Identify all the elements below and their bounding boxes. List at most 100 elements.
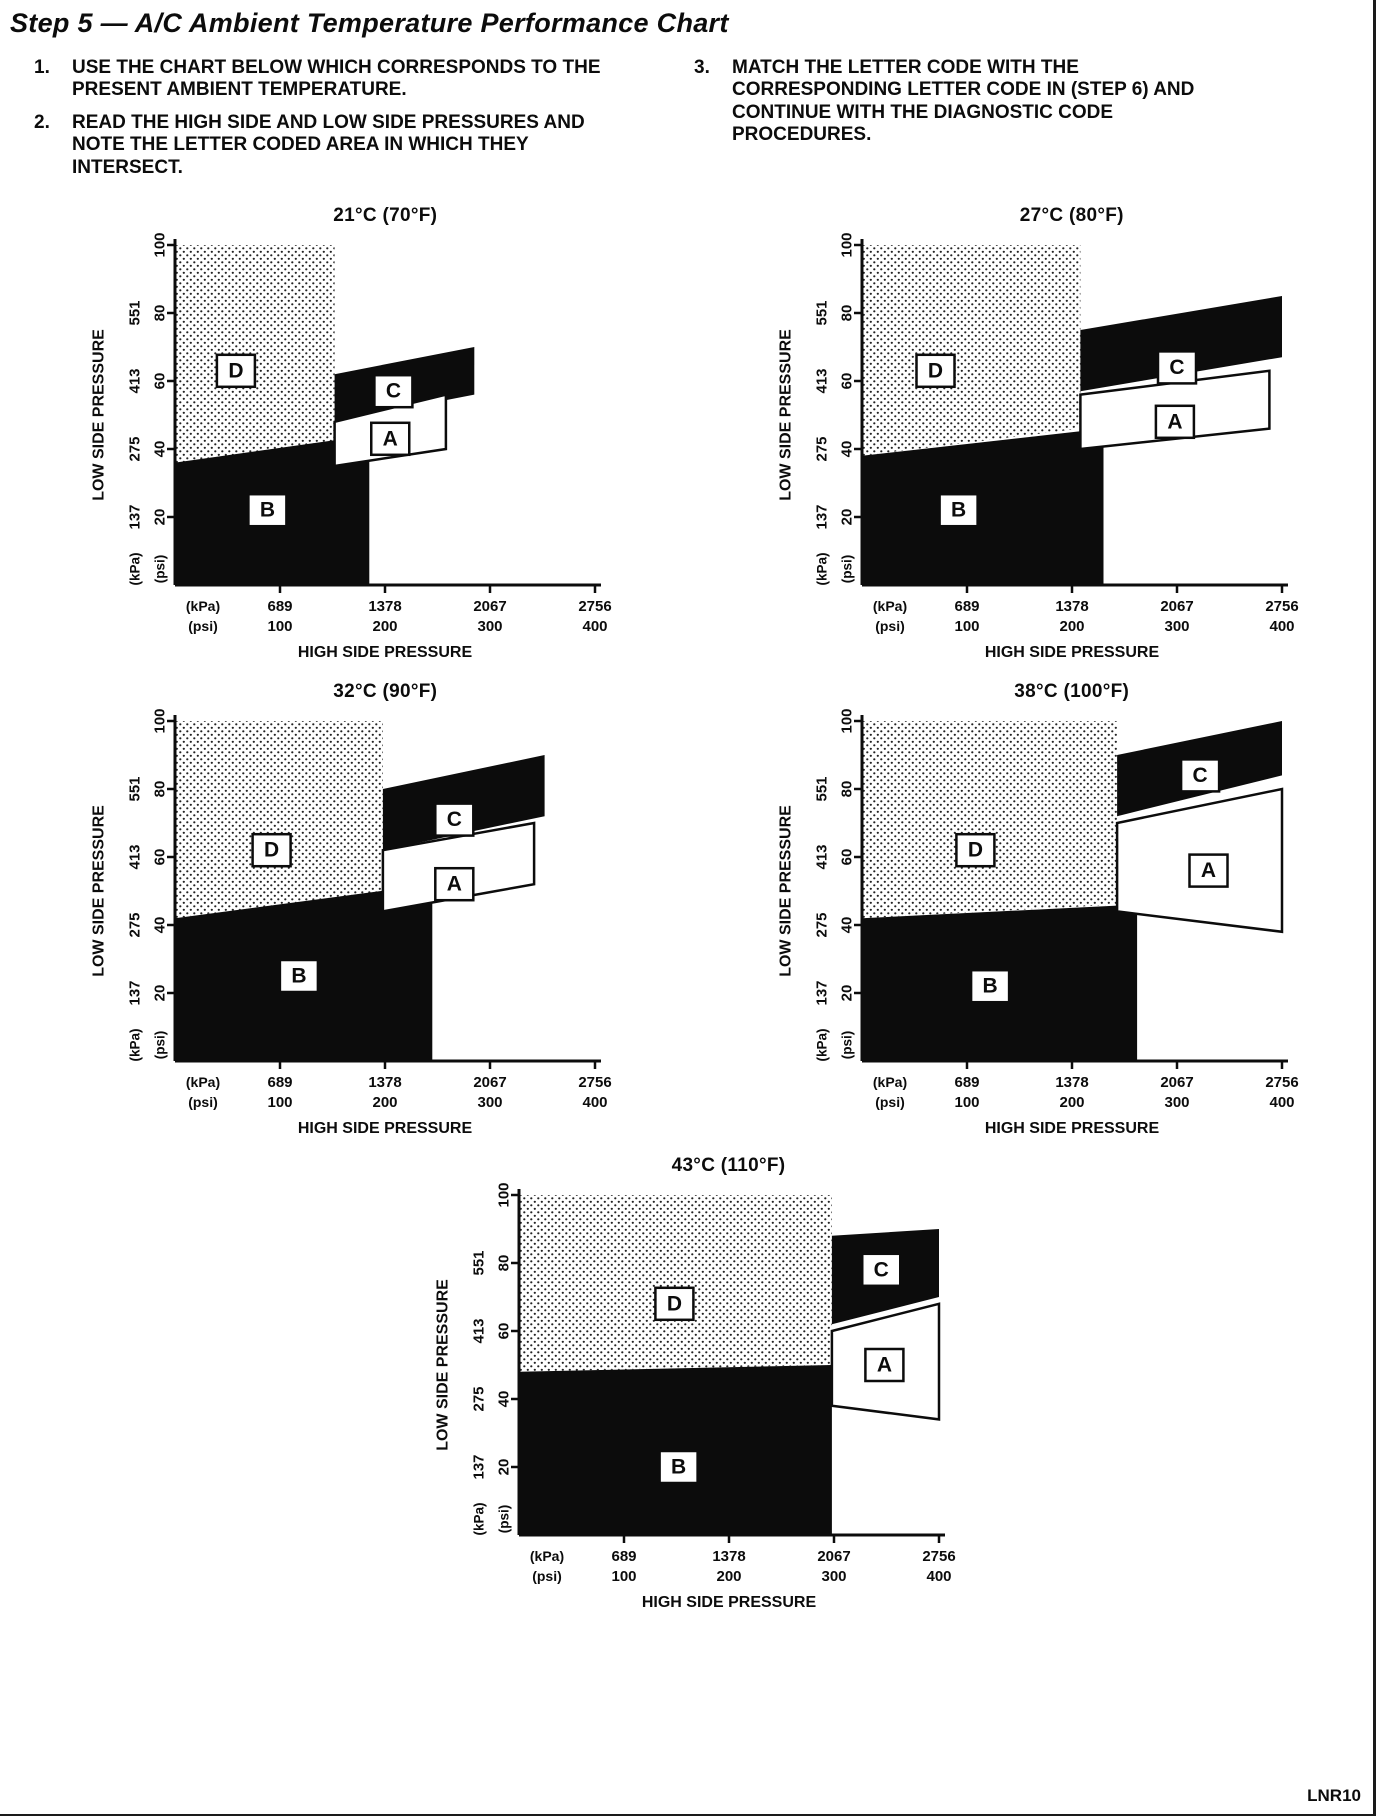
region-label-box-d — [251, 832, 293, 868]
region-label-letter-a: A — [1167, 410, 1182, 433]
y-axis-labels: 20 40 60 80 100 137 275 413 551 (kPa) (psi) LOW SID… — [777, 233, 855, 586]
region-d — [175, 721, 384, 919]
instruction-number: 2. — [34, 111, 50, 133]
svg-text:40: 40 — [838, 441, 855, 458]
svg-text:551: 551 — [813, 777, 830, 802]
svg-text:100: 100 — [838, 233, 855, 258]
svg-text:137: 137 — [470, 1455, 487, 1480]
svg-text:20: 20 — [838, 509, 855, 526]
svg-text:(psi): (psi) — [188, 618, 218, 634]
chart-title: 27°C (80°F) — [1019, 205, 1124, 227]
svg-text:80: 80 — [495, 1255, 512, 1272]
region-letter-labels: D C A B — [915, 350, 1197, 528]
svg-text:2756: 2756 — [1265, 598, 1298, 615]
x-axis-labels: (kPa) (psi) 689 1378 2067 2756 100 200 300 400 HIG… — [873, 598, 1299, 661]
region-label-letter-a: A — [1201, 859, 1216, 882]
svg-text:40: 40 — [838, 917, 855, 934]
region-label-letter-a: A — [876, 1354, 891, 1377]
region-label-box-c — [434, 802, 475, 837]
svg-text:(psi): (psi) — [875, 618, 905, 634]
svg-text:100: 100 — [152, 709, 169, 734]
region-label-box-b — [969, 968, 1011, 1004]
region-label-box-c — [860, 1252, 901, 1288]
svg-text:300: 300 — [1164, 1094, 1189, 1111]
region-label-box-b — [938, 492, 979, 528]
region-letter-labels: D C A B — [954, 758, 1229, 1004]
region-label-box-a — [434, 866, 475, 902]
region-c — [1080, 296, 1282, 392]
svg-text:300: 300 — [478, 1094, 503, 1111]
chart-title: 32°C (90°F) — [333, 681, 438, 703]
svg-text:300: 300 — [478, 618, 503, 635]
region-d — [861, 721, 1117, 919]
footer-code: LNR10 — [1307, 1786, 1361, 1805]
svg-text:20: 20 — [152, 509, 169, 526]
svg-text:689: 689 — [611, 1548, 636, 1565]
region-label-letter-d: D — [968, 839, 983, 862]
svg-text:100: 100 — [838, 709, 855, 734]
svg-text:40: 40 — [495, 1391, 512, 1408]
chart-43c-110f: 43°C (110°F) 20 40 60 80 100 137 275 413 551 (kPa… — [407, 1155, 967, 1615]
svg-text:40: 40 — [152, 917, 169, 934]
svg-text:2756: 2756 — [579, 1074, 612, 1091]
region-label-letter-c: C — [873, 1258, 888, 1281]
region-letter-labels: D C A B — [653, 1252, 905, 1485]
region-letter-labels: D C A B — [251, 802, 475, 994]
svg-text:551: 551 — [813, 301, 830, 326]
instruction-text: MATCH THE LETTER CODE WITH THE CORRESPON… — [732, 57, 1195, 146]
svg-text:2067: 2067 — [1160, 598, 1193, 615]
svg-text:275: 275 — [813, 913, 830, 938]
svg-text:2067: 2067 — [817, 1548, 850, 1565]
region-label-letter-c: C — [1169, 356, 1184, 379]
svg-text:1378: 1378 — [369, 1074, 402, 1091]
instructions: 1. USE THE CHART BELOW WHICH CORRESPONDS… — [34, 57, 1373, 189]
x-axis-title: HIGH SIDE PRESSURE — [298, 1120, 473, 1137]
svg-text:100: 100 — [954, 1094, 979, 1111]
y-axis-labels: 20 40 60 80 100 137 275 413 551 (kPa) (psi) LOW SID… — [777, 709, 855, 1062]
chart-43c-110f-svg: 20 40 60 80 100 137 275 413 551 (kPa) (psi) LOW SID… — [434, 1183, 955, 1612]
y-axis-title: LOW SIDE PRESSURE — [777, 329, 794, 501]
region-label-letter-c: C — [1192, 764, 1207, 787]
x-axis-labels: (kPa) (psi) 689 1378 2067 2756 100 200 300 400 HIG… — [186, 598, 612, 661]
svg-text:200: 200 — [1059, 1094, 1084, 1111]
x-axis-labels: (kPa) (psi) 689 1378 2067 2756 100 200 300 400 HIG… — [873, 1074, 1299, 1137]
svg-text:80: 80 — [838, 781, 855, 798]
svg-text:80: 80 — [152, 781, 169, 798]
y-axis-title: LOW SIDE PRESSURE — [91, 329, 108, 501]
region-letter-labels: D C A B — [215, 353, 414, 528]
svg-text:2756: 2756 — [1265, 1074, 1298, 1091]
svg-text:137: 137 — [127, 981, 144, 1006]
instructions-right-column: 3. MATCH THE LETTER CODE WITH THE CORRES… — [694, 57, 1254, 189]
region-label-box-d — [915, 353, 956, 389]
svg-text:100: 100 — [268, 1094, 293, 1111]
instruction-item-2: 2. READ THE HIGH SIDE AND LOW SIDE PRESS… — [34, 112, 634, 179]
y-axis-labels: 20 40 60 80 100 137 275 413 551 (kPa) (psi) LOW SID… — [91, 709, 169, 1062]
svg-text:1378: 1378 — [1055, 598, 1088, 615]
x-axis-title: HIGH SIDE PRESSURE — [985, 1120, 1160, 1137]
region-label-box-c — [1179, 758, 1221, 793]
region-label-box-c — [373, 373, 414, 409]
chart-38c-100f: 38°C (100°F) 20 40 60 80 100 137 275 413 551 (kPa… — [750, 681, 1310, 1141]
chart-title: 21°C (70°F) — [333, 205, 438, 227]
region-label-letter-a: A — [447, 873, 462, 896]
svg-text:275: 275 — [127, 437, 144, 462]
svg-text:413: 413 — [470, 1319, 487, 1344]
x-axis-labels: (kPa) (psi) 689 1378 2067 2756 100 200 300 400 HIG… — [186, 1074, 612, 1137]
region-label-box-a — [1188, 853, 1229, 888]
svg-text:200: 200 — [716, 1568, 741, 1585]
svg-text:200: 200 — [1059, 618, 1084, 635]
svg-text:300: 300 — [821, 1568, 846, 1585]
region-label-letter-c: C — [447, 808, 462, 831]
chart-21c-70f-svg: 20 40 60 80 100 137 275 413 551 (kPa) (psi) LOW SID… — [91, 233, 612, 662]
region-label-letter-b: B — [982, 975, 997, 998]
regions — [175, 245, 475, 586]
region-d — [518, 1195, 832, 1372]
svg-text:80: 80 — [152, 305, 169, 322]
svg-text:100: 100 — [954, 618, 979, 635]
region-label-letter-b: B — [292, 965, 307, 988]
svg-text:60: 60 — [152, 849, 169, 866]
instruction-item-3: 3. MATCH THE LETTER CODE WITH THE CORRES… — [694, 57, 1254, 147]
instruction-number: 1. — [34, 57, 50, 78]
svg-text:2067: 2067 — [474, 1074, 507, 1091]
